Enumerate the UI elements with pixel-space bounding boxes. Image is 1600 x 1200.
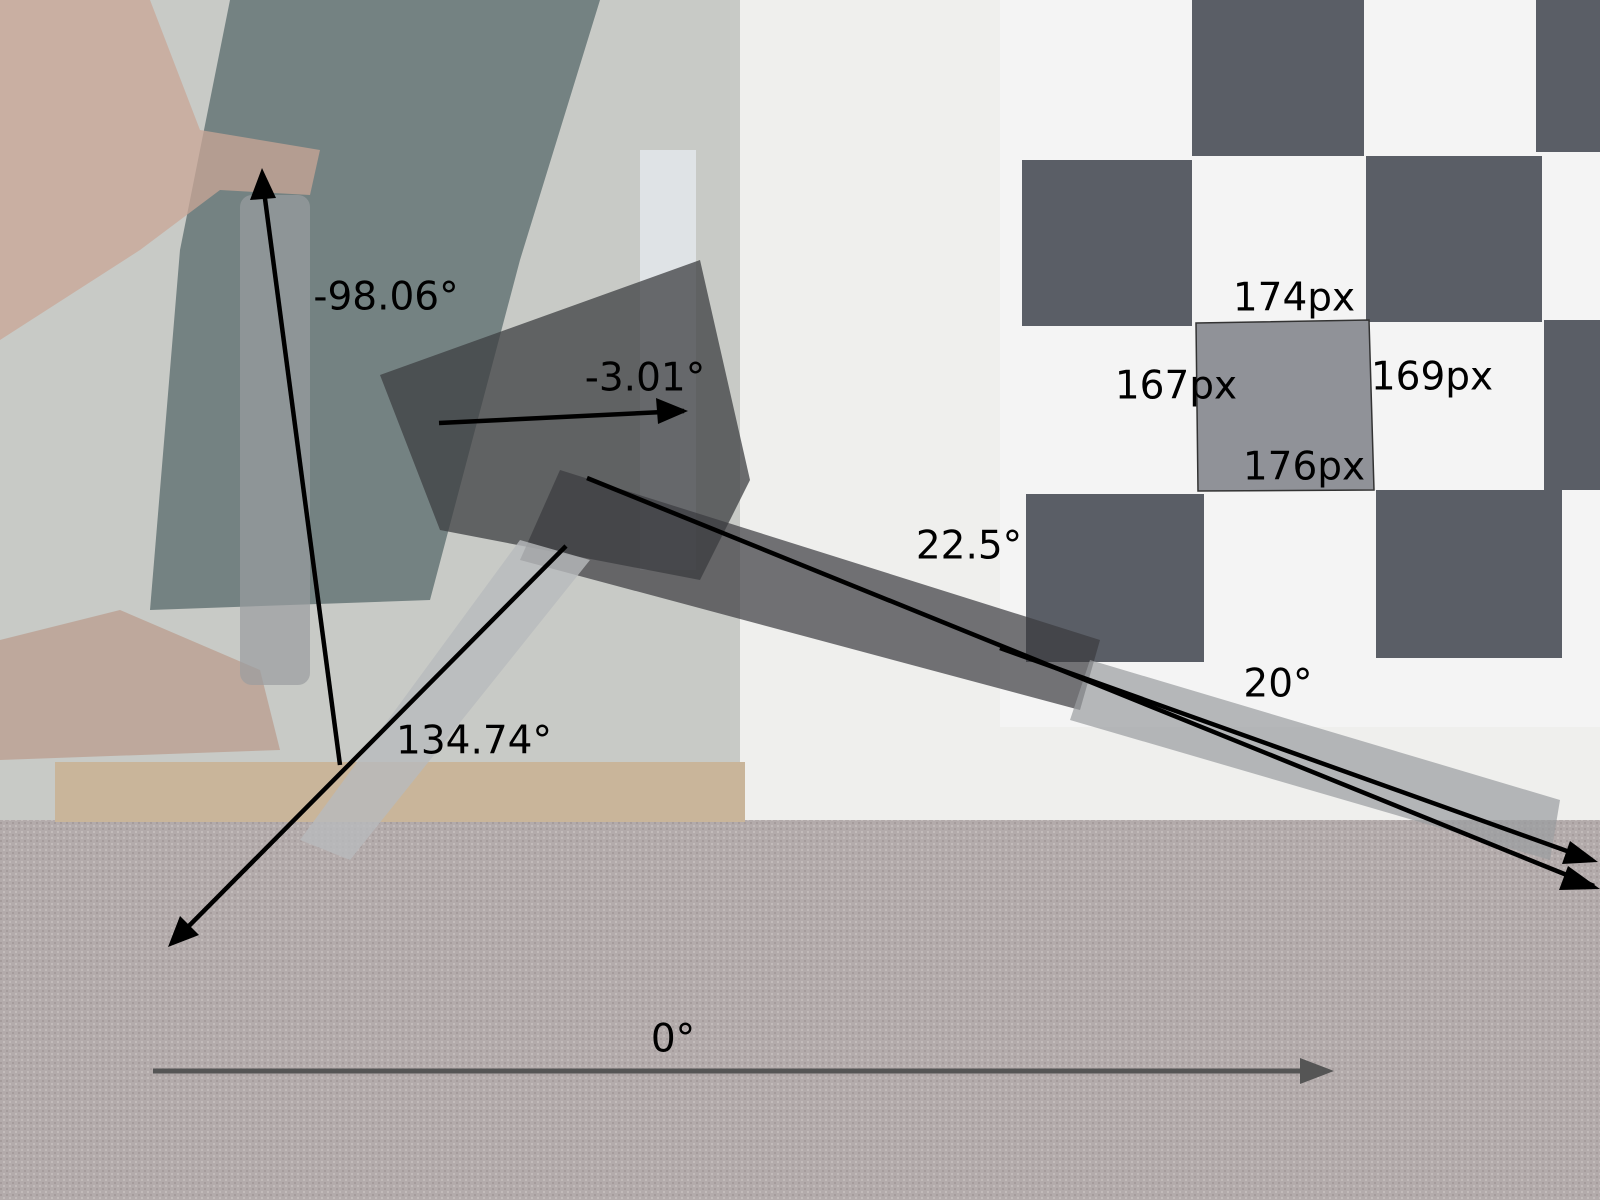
angle-label: 20° [1243, 662, 1312, 707]
arrow [438, 408, 685, 426]
angle-label: 0° [651, 1017, 695, 1062]
angle-label: -3.01° [585, 356, 705, 401]
side-length-label: 174px [1233, 276, 1355, 321]
arrow [172, 544, 568, 943]
side-length-label: 176px [1243, 445, 1365, 490]
robot-arm [520, 470, 1100, 710]
annotation-arrows [172, 174, 1595, 943]
spring-leg-1 [240, 195, 310, 685]
robot-body [380, 260, 750, 580]
arrowhead [1562, 841, 1598, 864]
carpet [0, 820, 1600, 1200]
arrowhead [250, 168, 276, 200]
robot-link [300, 540, 590, 860]
arrowheads [168, 168, 1600, 947]
angle-label: 134.74° [396, 719, 552, 764]
side-length-label: 167px [1115, 364, 1237, 409]
arrowhead [1559, 866, 1600, 890]
angle-label: 22.5° [916, 524, 1022, 569]
arrow [999, 645, 1593, 863]
checkerboard [1022, 0, 1600, 662]
angle-label: -98.06° [313, 275, 458, 320]
hand [0, 0, 320, 340]
side-length-label: 169px [1371, 355, 1493, 400]
measured-square [1195, 319, 1375, 492]
arrow [258, 174, 343, 766]
arrowhead [656, 398, 688, 424]
arrowhead [168, 916, 199, 947]
arrowhead [1300, 1058, 1334, 1084]
foot [0, 610, 280, 760]
